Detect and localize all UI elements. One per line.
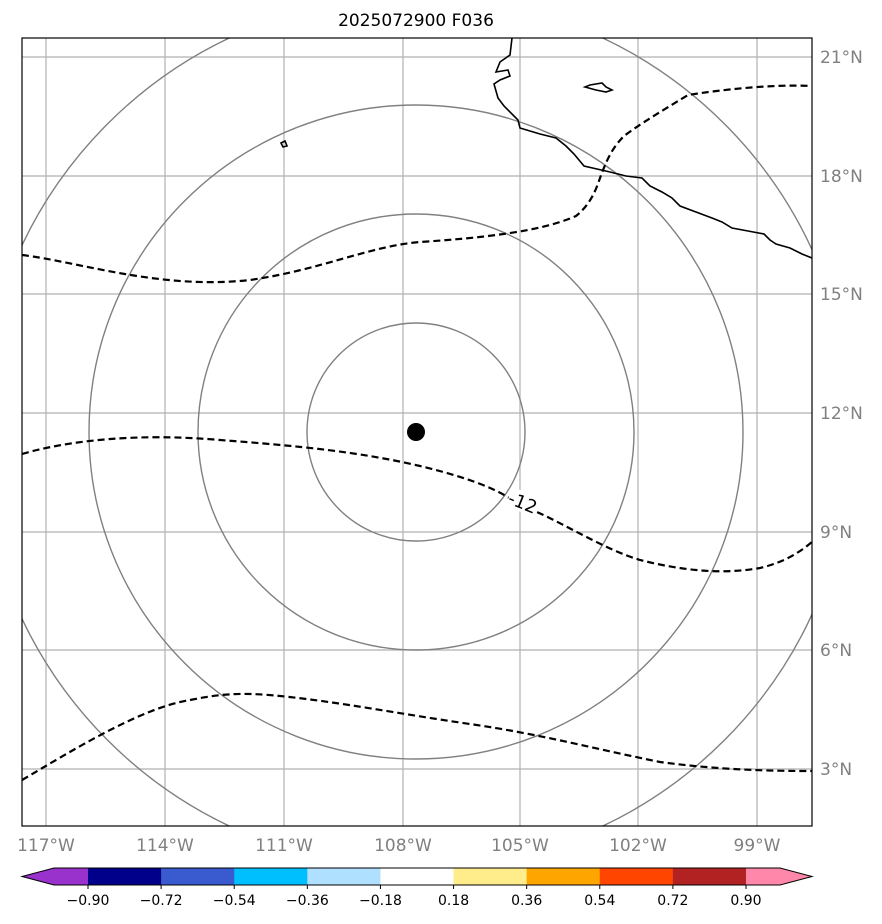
- coastline: [279, 38, 812, 259]
- colorbar-segment: [453, 868, 528, 885]
- range-rings: [22, 38, 812, 826]
- contour-central: [22, 436, 812, 573]
- contour-south: [22, 692, 812, 781]
- islas-marias-island: [582, 82, 615, 93]
- colorbar-segment: [380, 868, 455, 885]
- range-ring-1: [306, 322, 526, 542]
- lon-label: 105°W: [491, 836, 549, 856]
- colorbar-tick-label: 0.36: [511, 893, 542, 909]
- colorbar: −0.90 −0.72 −0.54 −0.36 −0.18 0.18 0.36 0.54 0.7…: [20, 867, 814, 909]
- range-ring-2: [197, 213, 635, 651]
- colorbar-tick-label: −0.18: [359, 893, 402, 909]
- lat-label: 18°N: [820, 167, 863, 187]
- lon-label: 114°W: [136, 836, 194, 856]
- lat-label: 3°N: [820, 760, 852, 780]
- colorbar-tick-label: −0.54: [213, 893, 256, 909]
- latitude-labels: 21°N 18°N 15°N 12°N 9°N 6°N 3°N: [820, 48, 863, 780]
- map-title: 2025072900 F036: [338, 11, 494, 31]
- colorbar-segment: [526, 868, 601, 885]
- colorbar-segment: [672, 868, 747, 885]
- contours: [22, 84, 812, 781]
- colorbar-segment: [307, 868, 381, 885]
- colorbar-segment: [234, 868, 308, 885]
- colorbar-tick-label: −0.36: [286, 893, 329, 909]
- socorro-island: [279, 139, 289, 148]
- lat-label: 9°N: [820, 523, 852, 543]
- range-ring-3: [88, 104, 744, 760]
- map-frame: [21, 37, 813, 827]
- colorbar-extend-right: [746, 868, 812, 885]
- lon-label: 102°W: [609, 836, 667, 856]
- graticule: [22, 38, 812, 826]
- colorbar-outline: [20, 867, 814, 886]
- lat-label: 12°N: [820, 404, 863, 424]
- lat-label: 15°N: [820, 285, 863, 305]
- colorbar-segment: [88, 868, 162, 885]
- map-panel: -12: [21, 37, 813, 827]
- lat-label: 21°N: [820, 48, 863, 68]
- contour-label-bg: [505, 487, 541, 517]
- colorbar-segment: [599, 868, 674, 885]
- colorbar-tick-label: 0.18: [438, 893, 469, 909]
- colorbar-segment: [161, 868, 235, 885]
- storm-center-marker: [407, 423, 425, 441]
- colorbar-extend-left: [22, 868, 88, 885]
- lat-label: 6°N: [820, 641, 852, 661]
- colorbar-tick-label: 0.72: [657, 893, 688, 909]
- lon-label: 111°W: [255, 836, 313, 856]
- contour-north: [22, 84, 812, 284]
- colorbar-tick-label: −0.90: [67, 893, 110, 909]
- longitude-labels: 117°W 114°W 111°W 108°W 105°W 102°W 99°W: [17, 836, 781, 856]
- lon-label: 117°W: [17, 836, 75, 856]
- colorbar-tick-label: 0.90: [730, 893, 761, 909]
- lon-label: 99°W: [734, 836, 781, 856]
- mexico-coastline: [493, 38, 812, 259]
- lon-label: 108°W: [374, 836, 432, 856]
- colorbar-tick-label: −0.72: [140, 893, 183, 909]
- colorbar-tick-label: 0.54: [584, 893, 615, 909]
